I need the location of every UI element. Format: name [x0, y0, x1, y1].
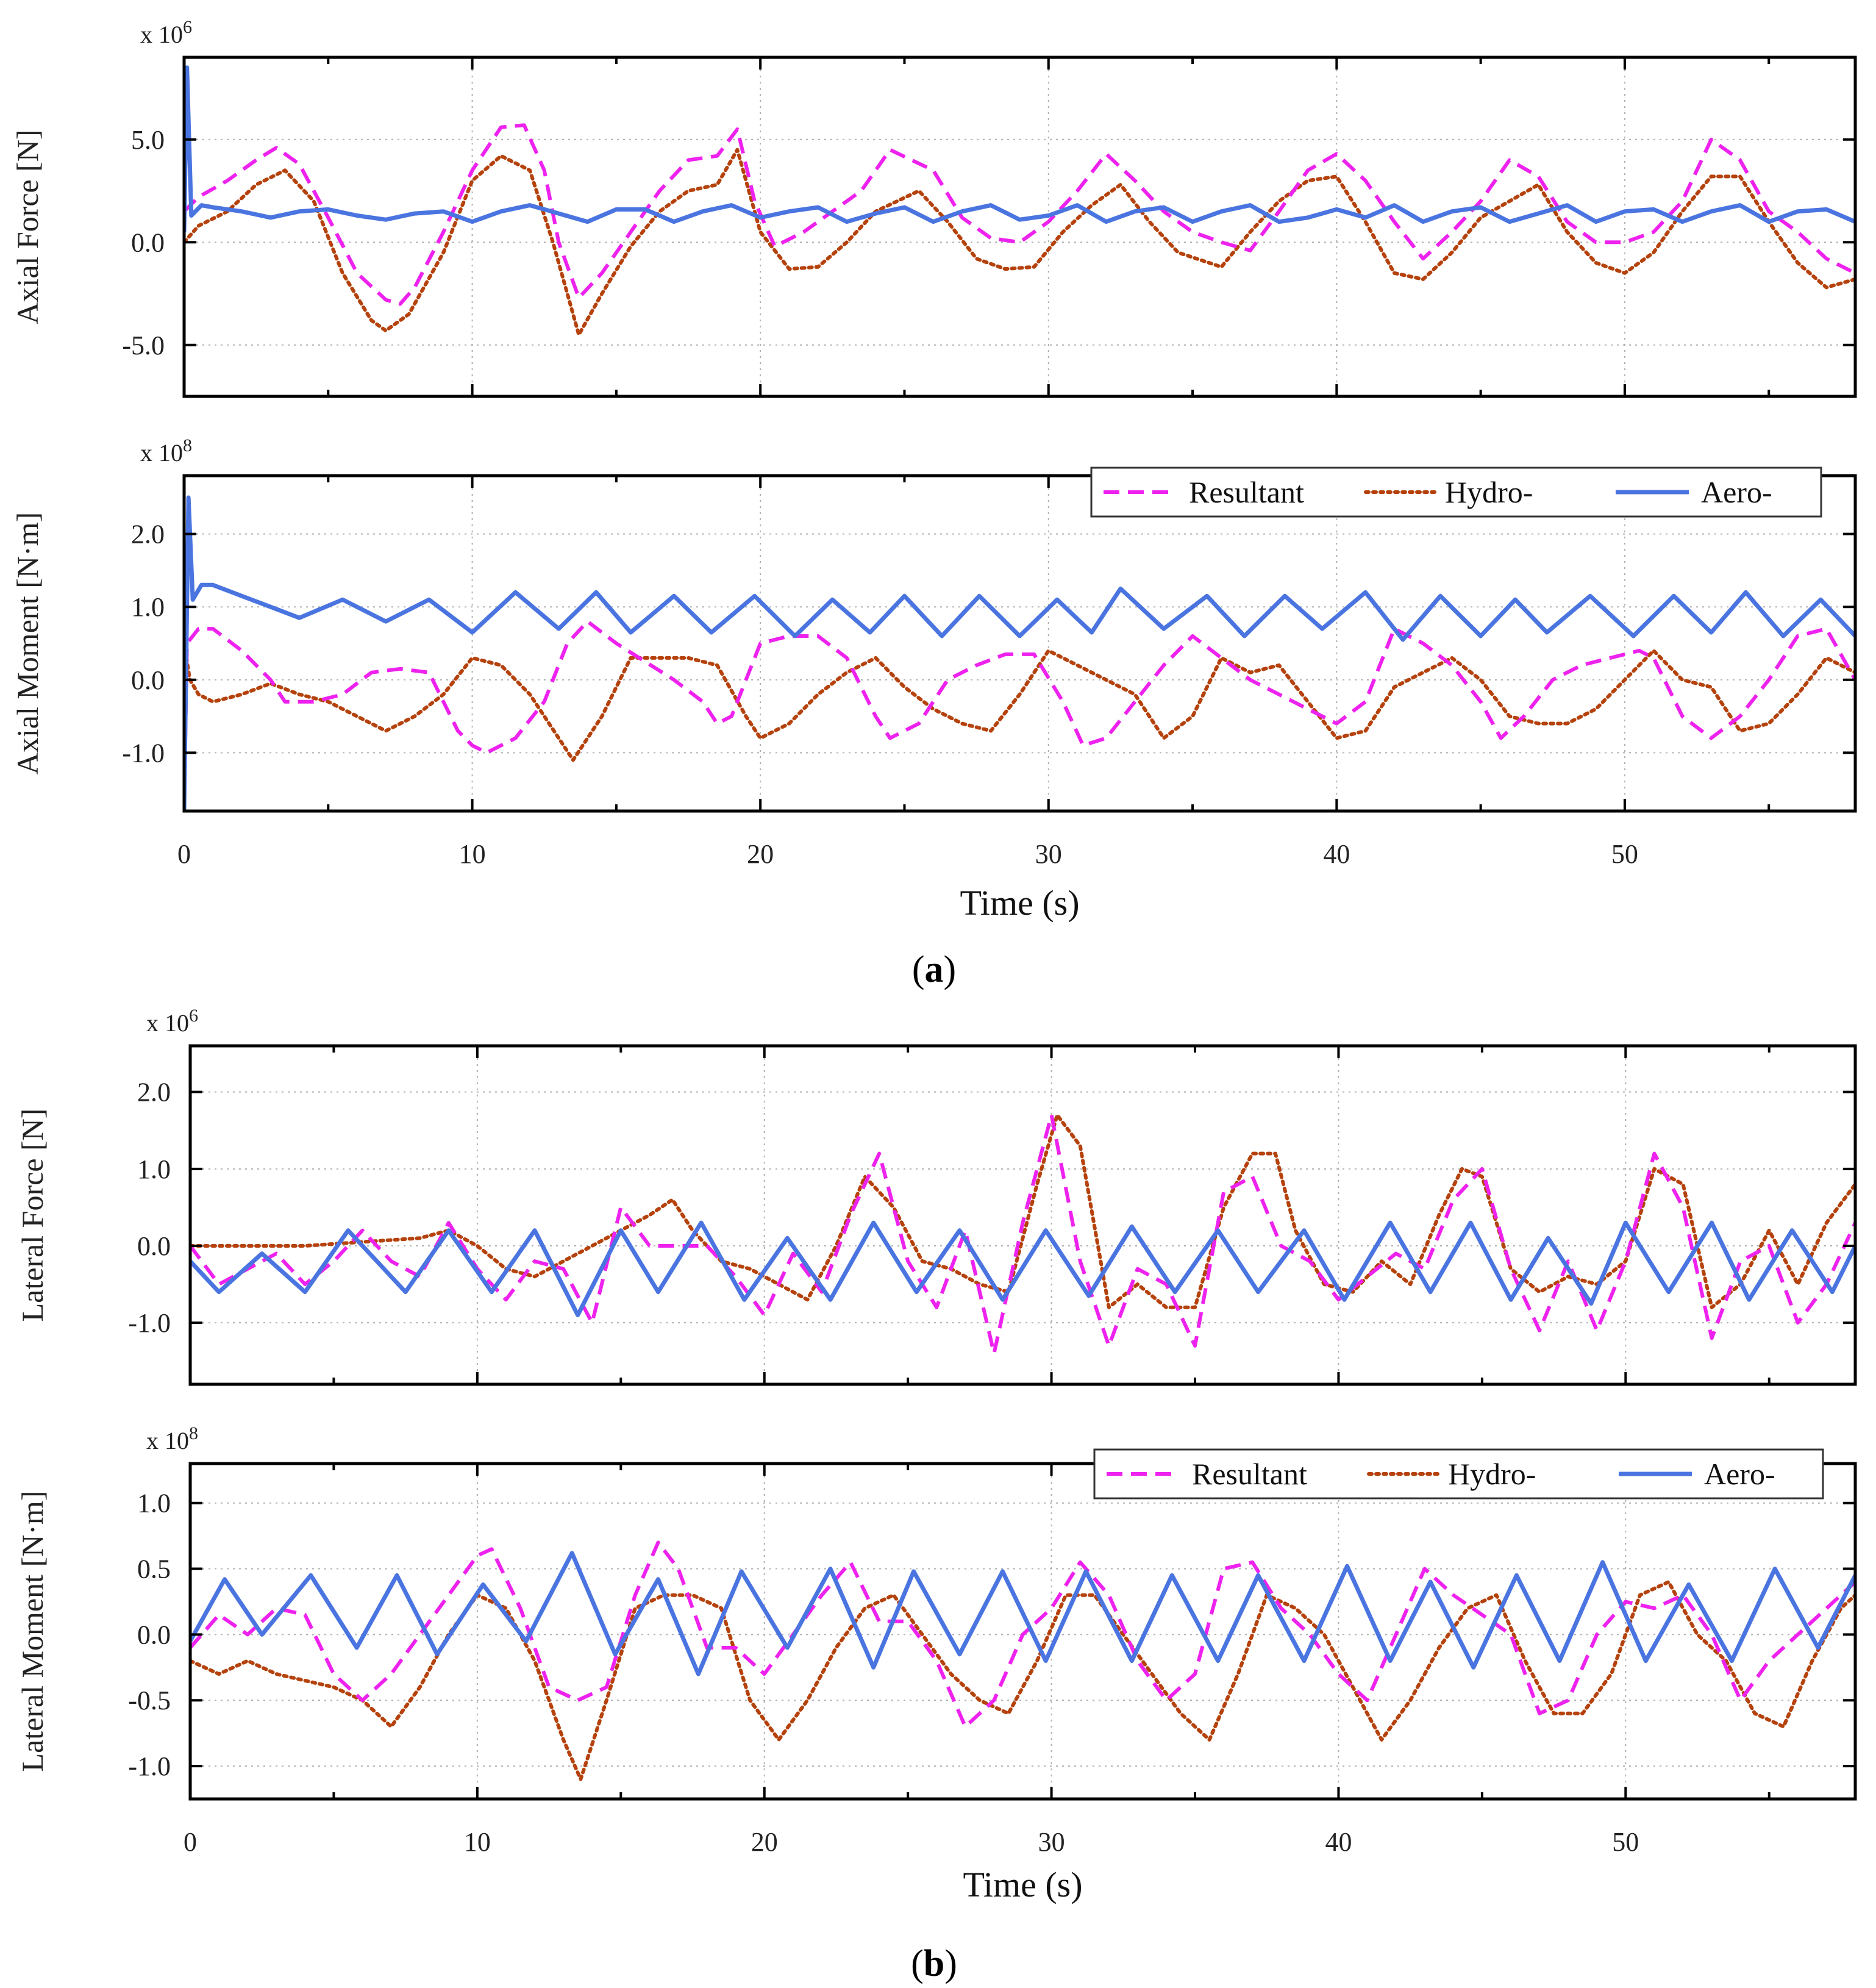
series-line-resultant	[190, 1540, 1855, 1729]
x-axis-title: Time (s)	[963, 1865, 1082, 1904]
subfigure-b-label-letter: b	[924, 1943, 944, 1984]
axis-exponent: x 108	[146, 1423, 198, 1454]
y-tick-label: 0.0	[137, 1620, 171, 1650]
series-line-resultant	[190, 1113, 1855, 1356]
x-tick-label: 0	[177, 839, 191, 869]
series-line-hydro	[184, 148, 1855, 337]
y-axis-title: Axial Force [N]	[10, 129, 45, 324]
x-tick-label: 40	[1325, 1827, 1352, 1857]
series-line-aero	[190, 1551, 1855, 1676]
y-tick-label: -1.0	[128, 1308, 171, 1338]
plot-area	[190, 1464, 1855, 1799]
subfigure-b-label-close: )	[944, 1943, 957, 1984]
axis-exponent: x 106	[146, 1006, 198, 1037]
y-tick-label: 1.0	[137, 1489, 171, 1518]
y-axis-title: Lateral Moment [N·m]	[15, 1491, 49, 1772]
y-tick-label: -5.0	[122, 331, 165, 360]
y-tick-label: 1.0	[137, 1154, 171, 1184]
series-line-resultant	[184, 620, 1855, 811]
plot-frame	[188, 1462, 1857, 1801]
legend-label-resultant: Resultant	[1192, 1457, 1307, 1491]
subfigure-a-label-open: (	[912, 949, 925, 990]
chart-lateral-moment: -1.0 -0.5 0.0 0.5 1.0 0 10 20 30 40 50 Time (s) x 10…	[15, 1423, 1857, 1904]
legend-box	[1093, 1448, 1824, 1500]
y-tick-label: 1.0	[131, 592, 165, 622]
y-tick-label: 5.0	[131, 125, 165, 155]
plot-area	[184, 476, 1855, 811]
legend-label-hydro: Hydro-	[1445, 475, 1533, 509]
chart-axial-moment: -1.0 0.0 1.0 2.0 0 10 20 30 40 50 Time (s) x 108 Axi…	[10, 435, 1857, 923]
subfigure-a-label-close: )	[944, 949, 957, 990]
axis-exponent-power: 8	[183, 435, 192, 456]
y-axis-title: Lateral Force [N]	[15, 1109, 49, 1322]
legend-label-aero: Aero-	[1701, 475, 1772, 509]
legend-label-aero: Aero-	[1704, 1457, 1775, 1491]
series-line-hydro	[184, 642, 1855, 762]
axis-exponent: x 106	[140, 17, 192, 48]
x-tick-label: 20	[747, 839, 774, 869]
series-line-aero	[184, 65, 1855, 232]
axis-exponent-power: 6	[189, 1006, 198, 1026]
axis-exponent: x 108	[140, 435, 192, 467]
y-tick-label: 0.5	[137, 1554, 171, 1584]
axis-exponent-power: 6	[183, 17, 192, 37]
y-tick-label: 2.0	[131, 520, 165, 549]
series-line-hydro	[190, 1113, 1855, 1309]
legend-box	[1090, 467, 1822, 518]
y-tick-label: 0.0	[131, 227, 165, 257]
legend: Resultant Hydro- Aero-	[1090, 467, 1822, 518]
chart-lateral-force: -1.0 0.0 1.0 2.0 x 106 Lateral Force [N]	[15, 1006, 1857, 1386]
x-tick-label: 0	[184, 1827, 197, 1857]
legend-label-resultant: Resultant	[1189, 475, 1304, 509]
series-line-aero	[190, 1220, 1855, 1317]
axis-exponent-power: 8	[189, 1423, 198, 1443]
x-tick-label: 10	[459, 839, 486, 869]
x-tick-label: 40	[1323, 839, 1350, 869]
y-tick-label: -1.0	[122, 738, 165, 768]
subfigure-a-label-letter: a	[925, 949, 944, 990]
y-tick-label: 2.0	[137, 1078, 171, 1107]
series-line-aero	[184, 495, 1855, 811]
x-axis-title: Time (s)	[960, 883, 1079, 923]
plot-frame	[182, 474, 1857, 813]
y-axis-title: Axial Moment [N·m]	[10, 512, 45, 774]
plot-frame	[188, 1044, 1857, 1386]
subfigure-b-label-open: (	[911, 1943, 924, 1984]
plot-area	[190, 1046, 1855, 1384]
subfigure-a-label: (a)	[912, 949, 956, 990]
plot-frame	[182, 55, 1857, 398]
legend-label-hydro: Hydro-	[1448, 1457, 1536, 1491]
x-tick-label: 20	[751, 1827, 778, 1857]
y-tick-label: 0.0	[137, 1231, 171, 1261]
y-tick-label: 0.0	[131, 665, 165, 695]
chart-axial-force: -5.0 0.0 5.0 x 106 Axial Force [N]	[10, 17, 1857, 398]
x-tick-label: 50	[1611, 839, 1638, 869]
y-tick-label: -0.5	[128, 1686, 171, 1715]
x-tick-label: 30	[1035, 839, 1062, 869]
x-tick-label: 10	[464, 1827, 491, 1857]
legend: Resultant Hydro- Aero-	[1093, 1448, 1824, 1500]
x-tick-label: 50	[1612, 1827, 1639, 1857]
x-tick-label: 30	[1038, 1827, 1065, 1857]
subfigure-b-label: (b)	[911, 1943, 957, 1984]
y-tick-label: -1.0	[128, 1751, 171, 1781]
